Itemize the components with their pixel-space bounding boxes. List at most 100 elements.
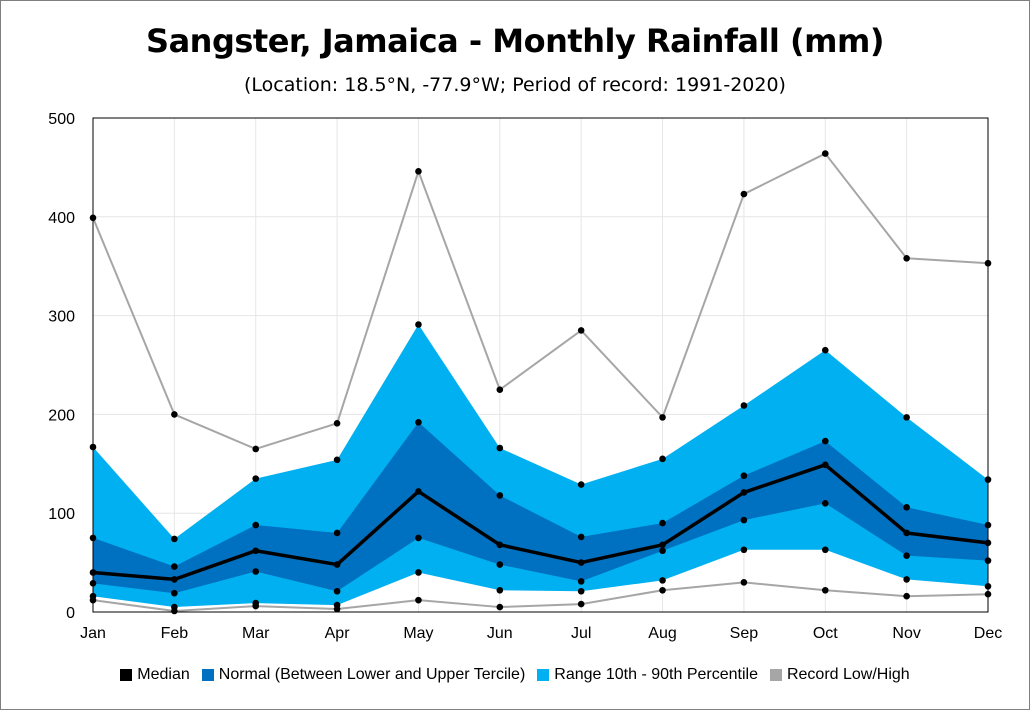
- p90-point-jul: [577, 481, 585, 488]
- median-point-jul: [577, 559, 585, 566]
- upper-tercile-point-jun: [496, 492, 504, 499]
- median-point-may: [415, 488, 422, 495]
- p10-point-mar: [252, 599, 260, 607]
- p90-point-aug: [659, 455, 666, 463]
- chart-subtitle: (Location: 18.5°N, -77.9°W; Period of re…: [244, 74, 786, 96]
- upper-tercile-point-aug: [659, 519, 666, 527]
- x-tick-label-may: May: [403, 625, 433, 642]
- record-high-point-nov: [903, 254, 910, 262]
- record-high-point-jul: [577, 327, 585, 334]
- x-tick-label-jun: Jun: [487, 625, 513, 642]
- legend-label-record: Record Low/High: [786, 666, 910, 683]
- upper-tercile-point-oct: [821, 437, 829, 445]
- median-point-sep: [740, 489, 748, 496]
- record-low-point-aug: [659, 586, 666, 594]
- lower-tercile-point-jun: [496, 561, 504, 568]
- upper-tercile-point-nov: [903, 503, 910, 511]
- p10-point-apr: [333, 601, 341, 609]
- p90-point-jun: [496, 444, 504, 452]
- p90-point-nov: [903, 414, 910, 421]
- y-tick-label-200: 200: [48, 407, 75, 424]
- p10-point-sep: [740, 546, 748, 554]
- upper-tercile-point-feb: [171, 563, 178, 570]
- legend-swatch-median: [120, 669, 133, 681]
- x-tick-label-jul: Jul: [571, 625, 591, 642]
- record-high-point-jun: [496, 386, 504, 394]
- p10-point-aug: [659, 577, 666, 584]
- p10-point-oct: [821, 546, 829, 554]
- legend-swatch-normal: [201, 669, 214, 681]
- p90-point-may: [415, 321, 422, 328]
- x-tick-label-dec: Dec: [974, 625, 1002, 642]
- p10-point-nov: [903, 576, 910, 583]
- upper-tercile-point-apr: [333, 529, 341, 537]
- y-tick-label-400: 400: [48, 210, 75, 227]
- median-point-nov: [903, 529, 910, 537]
- legend-item-record: Record Low/High: [769, 666, 910, 684]
- x-tick-label-apr: Apr: [325, 625, 351, 642]
- y-tick-label-100: 100: [48, 506, 75, 523]
- record-low-point-oct: [821, 586, 829, 594]
- lower-tercile-point-sep: [740, 516, 748, 524]
- legend-item-median: Median: [120, 666, 190, 684]
- record-high-point-feb: [171, 411, 178, 418]
- p10-point-may: [415, 569, 422, 576]
- lower-tercile-point-mar: [252, 568, 260, 575]
- upper-tercile-point-sep: [740, 472, 748, 479]
- p90-point-sep: [740, 402, 748, 409]
- p90-point-feb: [171, 535, 178, 543]
- legend-label-range: Range 10th - 90th Percentile: [554, 666, 758, 683]
- p90-point-mar: [252, 475, 260, 482]
- record-high-point-aug: [659, 414, 666, 421]
- x-tick-label-oct: Oct: [813, 625, 838, 642]
- median-point-aug: [659, 541, 666, 549]
- y-tick-label-300: 300: [48, 309, 75, 326]
- legend-swatch-range: [537, 669, 550, 681]
- plot-area-border: [92, 117, 989, 613]
- p90-point-apr: [333, 456, 341, 464]
- rainfall-chart: 0 100 200 300 400 500 Jan Feb Mar Apr May Jun Jul Aug…: [48, 111, 1002, 642]
- median-point-apr: [333, 561, 341, 568]
- legend-label-median: Median: [137, 666, 190, 683]
- median-line: [92, 463, 989, 582]
- p10-point-jun: [496, 586, 504, 594]
- record-high-point-mar: [252, 445, 260, 453]
- x-tick-label-mar: Mar: [242, 625, 270, 642]
- record-high-point-sep: [740, 190, 748, 198]
- x-tick-label-feb: Feb: [161, 625, 189, 642]
- record-low-point-sep: [740, 579, 748, 586]
- upper-tercile-point-jul: [577, 533, 585, 541]
- x-tick-label-jan: Jan: [80, 625, 106, 642]
- lower-tercile-point-oct: [821, 500, 829, 507]
- x-tick-label-aug: Aug: [648, 625, 676, 642]
- area-bands: [93, 324, 988, 608]
- p10-point-feb: [171, 603, 178, 611]
- lower-tercile-point-feb: [171, 589, 178, 597]
- lower-tercile-point-aug: [659, 547, 666, 555]
- record-low-point-may: [415, 596, 422, 604]
- y-tick-label-0: 0: [66, 605, 75, 622]
- x-tick-label-nov: Nov: [892, 625, 920, 642]
- upper-tercile-point-may: [415, 419, 422, 426]
- axis-labels: 0 100 200 300 400 500 Jan Feb Mar Apr May Jun Jul Aug…: [48, 111, 1002, 642]
- x-tick-label-sep: Sep: [730, 625, 759, 642]
- y-tick-label-500: 500: [48, 111, 75, 128]
- series-points: [89, 150, 992, 615]
- median-point-oct: [821, 461, 829, 469]
- series-lines: [92, 152, 989, 613]
- legend-item-normal: Normal (Between Lower and Upper Tercile): [201, 666, 525, 684]
- normal-tercile-band: [93, 422, 988, 594]
- upper-tercile-point-mar: [252, 521, 260, 529]
- record-low-point-nov: [903, 592, 910, 600]
- lower-tercile-point-apr: [333, 587, 341, 595]
- legend-item-range: Range 10th - 90th Percentile: [537, 666, 758, 684]
- p10-point-jul: [577, 587, 585, 595]
- lower-tercile-point-jul: [577, 578, 585, 585]
- record-high-point-oct: [821, 150, 829, 157]
- median-point-jun: [496, 541, 504, 549]
- record-high-point-apr: [333, 419, 341, 427]
- legend-swatch-record: [769, 669, 782, 681]
- record-low-point-jul: [577, 600, 585, 608]
- chart-title: Sangster, Jamaica - Monthly Rainfall (mm…: [146, 22, 884, 60]
- record-low-point-jun: [496, 603, 504, 611]
